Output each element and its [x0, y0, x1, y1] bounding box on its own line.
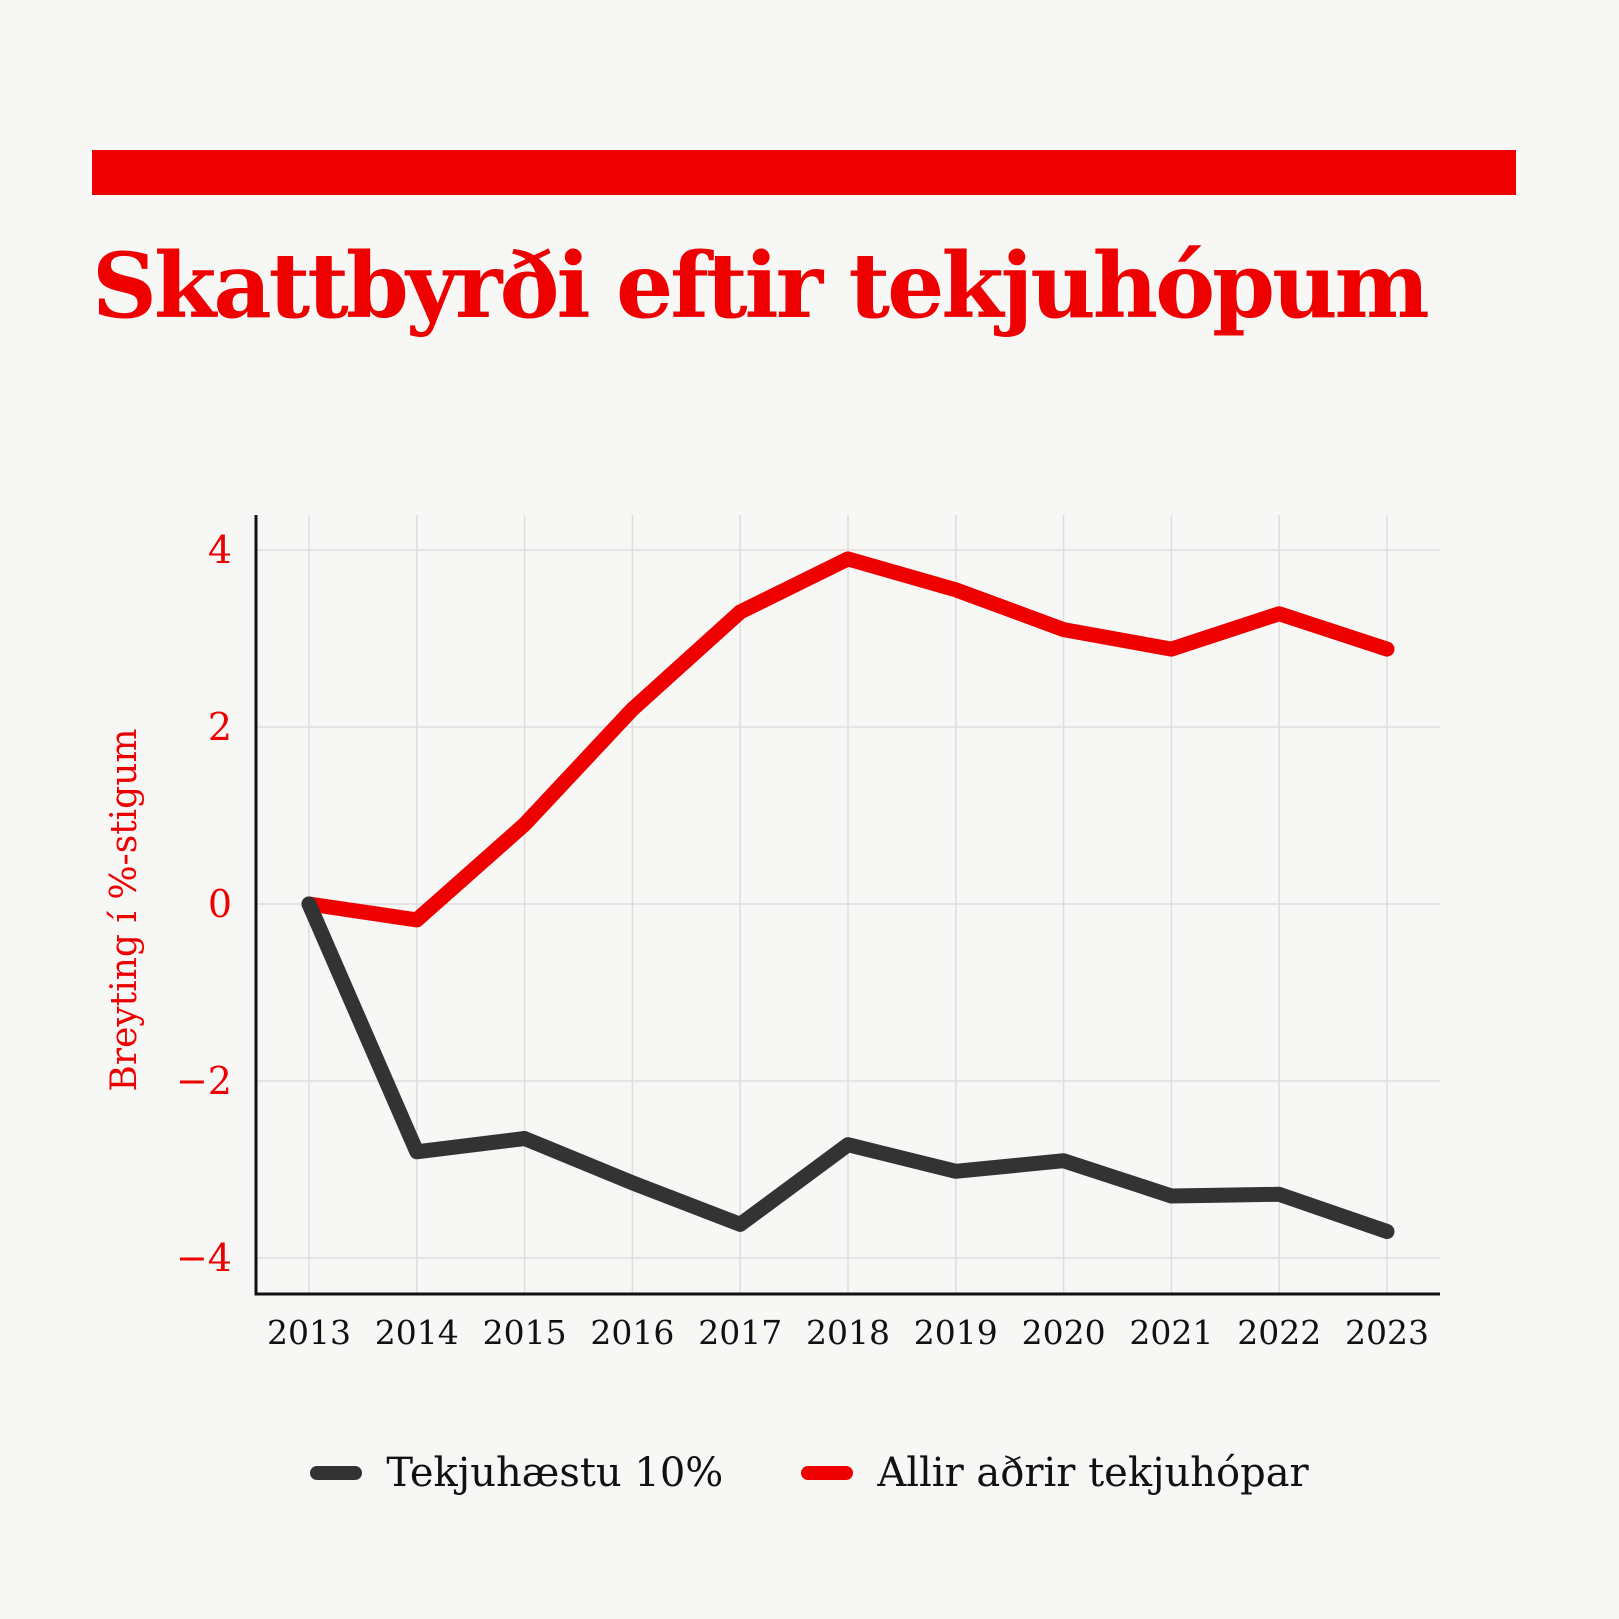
- data-point-top10-2019: [954, 1170, 957, 1173]
- y-tick-label: −4: [176, 1236, 232, 1280]
- legend-label-others: Allir aðrir tekjuhópar: [877, 1450, 1309, 1496]
- data-point-top10-2014: [415, 1150, 418, 1153]
- data-point-top10-2023: [1386, 1230, 1388, 1233]
- data-point-others-2014: [415, 918, 418, 921]
- y-tick-label: 0: [208, 882, 232, 926]
- data-point-others-2016: [631, 708, 634, 711]
- top-accent-bar: [92, 150, 1516, 195]
- data-point-others-2020: [1062, 628, 1065, 631]
- legend-swatch-dark: [310, 1466, 363, 1480]
- data-point-top10-2021: [1170, 1195, 1173, 1198]
- chart-title: Skattbyrði eftir tekjuhópum: [92, 233, 1430, 339]
- y-tick-label: 4: [208, 528, 232, 572]
- data-point-others-2023: [1386, 648, 1388, 651]
- data-point-top10-2015: [523, 1137, 526, 1140]
- data-point-others-2019: [954, 588, 957, 591]
- legend-swatch-red: [801, 1466, 854, 1480]
- data-point-top10-2013: [308, 903, 310, 905]
- legend: Tekjuhæstu 10% Allir aðrir tekjuhópar: [0, 1450, 1619, 1496]
- x-tick-label: 2021: [1129, 1313, 1213, 1352]
- legend-label-top10: Tekjuhæstu 10%: [386, 1450, 724, 1496]
- data-point-others-2021: [1170, 648, 1173, 651]
- data-point-others-2017: [739, 610, 742, 613]
- x-tick-label: 2020: [1022, 1313, 1106, 1352]
- data-point-top10-2020: [1062, 1159, 1065, 1162]
- data-point-top10-2022: [1278, 1193, 1281, 1196]
- data-point-others-2018: [847, 557, 849, 560]
- data-point-top10-2018: [847, 1143, 849, 1146]
- x-tick-label: 2013: [267, 1313, 351, 1352]
- data-point-top10-2016: [631, 1181, 634, 1184]
- x-tick-label: 2015: [483, 1313, 567, 1352]
- x-tick-label: 2023: [1345, 1313, 1429, 1352]
- x-tick-label: 2018: [806, 1313, 890, 1352]
- y-tick-label: 2: [208, 705, 232, 749]
- x-tick-label: 2019: [914, 1313, 998, 1352]
- x-tick-label: 2016: [590, 1313, 674, 1352]
- x-tick-label: 2014: [375, 1313, 459, 1352]
- y-tick-label: −2: [176, 1059, 232, 1103]
- legend-item-others: Allir aðrir tekjuhópar: [801, 1450, 1309, 1496]
- x-tick-label: 2017: [698, 1313, 782, 1352]
- data-point-top10-2017: [739, 1223, 742, 1226]
- y-axis-label: Breyting í %-stigum: [104, 728, 145, 1091]
- legend-item-top10: Tekjuhæstu 10%: [310, 1450, 723, 1496]
- x-tick-label: 2022: [1237, 1313, 1321, 1352]
- data-point-others-2022: [1278, 612, 1281, 615]
- data-point-others-2015: [523, 823, 526, 826]
